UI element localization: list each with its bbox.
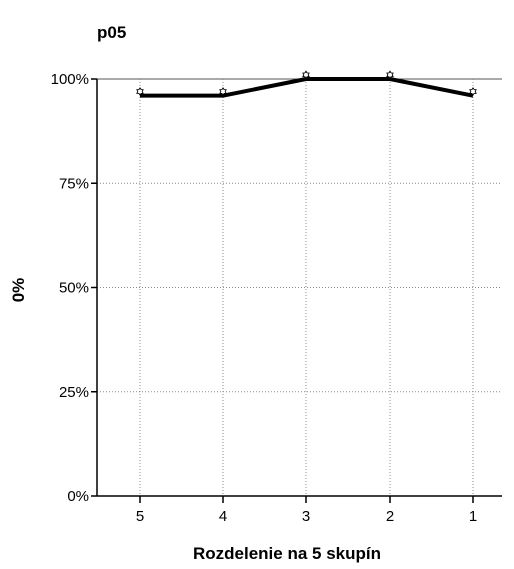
y-tick-label: 25% <box>59 384 89 401</box>
x-tick-label: 1 <box>469 508 477 525</box>
series-line <box>140 77 474 98</box>
series-layer <box>140 77 474 98</box>
marker-layer <box>136 70 477 96</box>
x-axis-title: Rozdelenie na 5 skupín <box>193 544 381 563</box>
marker-shape <box>136 87 144 96</box>
y-tick-label: 75% <box>59 175 89 192</box>
marker-shape <box>386 70 394 80</box>
y-axis-title: 0% <box>9 278 28 303</box>
marker-shape <box>302 70 310 80</box>
data-point-marker <box>386 70 394 80</box>
marker-shape <box>219 87 227 96</box>
axes <box>91 78 502 503</box>
marker-shape <box>469 87 477 96</box>
y-tick-label: 50% <box>59 280 89 297</box>
data-point-marker <box>136 87 144 96</box>
data-point-marker <box>469 87 477 96</box>
data-point-marker <box>219 87 227 96</box>
x-tick-label: 4 <box>219 508 227 525</box>
tick-labels: 0% 25% 50% 75% 100% 5 4 3 2 1 <box>51 71 478 525</box>
x-tick-label: 2 <box>386 508 394 525</box>
chart-title: p05 <box>97 23 126 42</box>
grid <box>97 78 502 496</box>
data-point-marker <box>302 70 310 80</box>
x-tick-label: 3 <box>302 508 310 525</box>
x-tick-label: 5 <box>136 508 144 525</box>
y-tick-label: 100% <box>51 71 89 88</box>
y-tick-label: 0% <box>67 488 89 505</box>
